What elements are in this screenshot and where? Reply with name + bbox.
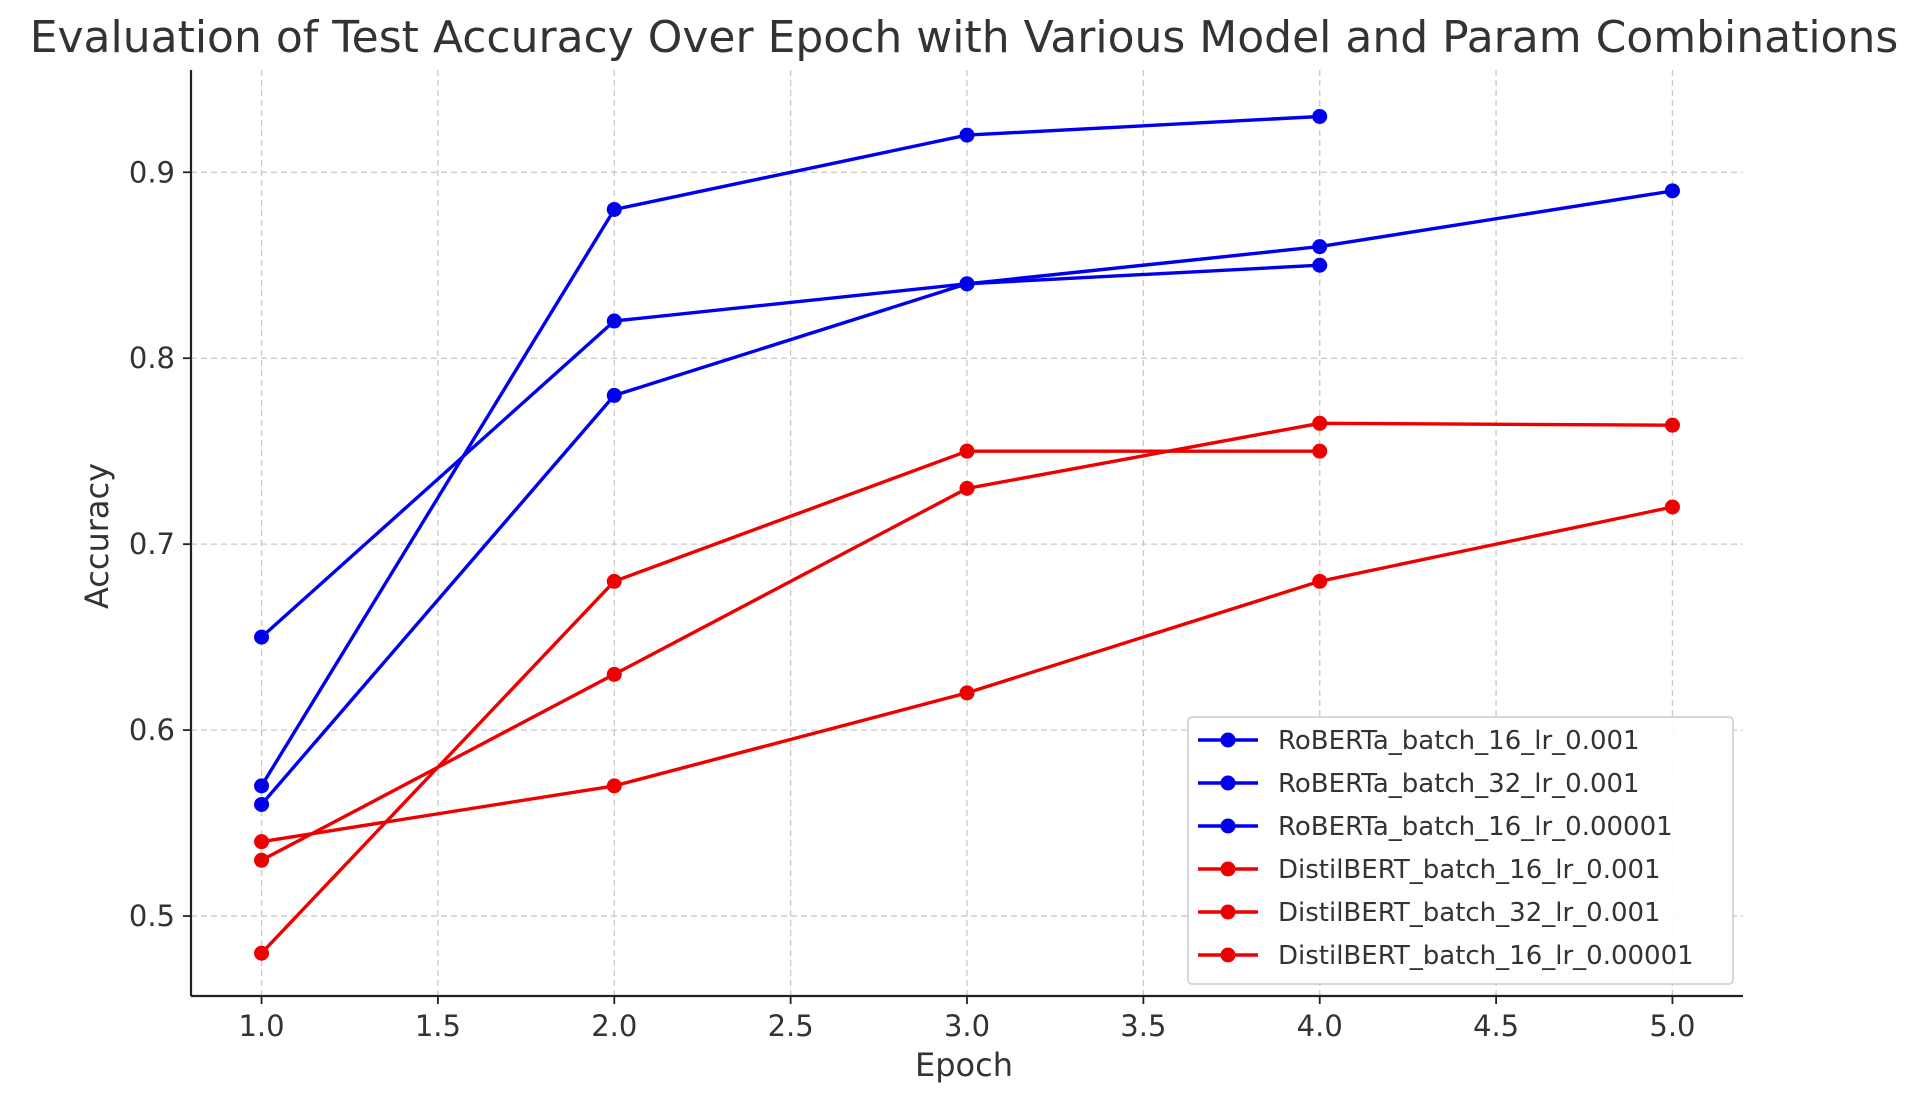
x-tick-label: 4.5: [1473, 1009, 1519, 1043]
legend-item: DistilBERT_batch_16_lr_0.001: [1198, 855, 1661, 885]
data-point: [254, 945, 270, 961]
legend-label: DistilBERT_batch_16_lr_0.00001: [1278, 941, 1694, 971]
series-1: [254, 108, 1328, 794]
data-point: [1664, 183, 1680, 199]
x-tick-label: 2.5: [768, 1009, 814, 1043]
x-tick-label: 2.0: [591, 1009, 637, 1043]
legend-swatch-marker: [1220, 775, 1236, 791]
axes: 1.0 1.5 2.0 2.5 3.0 3.5 4.0 4.5 5.0 0.5 0.6 0.7 0.8 0…: [129, 70, 1743, 1043]
data-point: [1312, 443, 1328, 459]
legend-swatch-marker: [1220, 818, 1236, 834]
x-tick-label: 1.0: [238, 1009, 284, 1043]
x-tick-label: 1.5: [415, 1009, 461, 1043]
chart-title: Evaluation of Test Accuracy Over Epoch w…: [30, 12, 1899, 63]
series-2: [254, 257, 1328, 812]
legend: RoBERTa_batch_16_lr_0.001 RoBERTa_batch_3…: [1187, 716, 1734, 985]
data-point: [959, 685, 975, 701]
y-tick-label: 0.9: [129, 155, 175, 189]
data-point: [254, 852, 270, 868]
data-point: [959, 443, 975, 459]
legend-label: RoBERTa_batch_32_lr_0.001: [1278, 769, 1640, 799]
x-tick-label: 4.0: [1297, 1009, 1343, 1043]
legend-item: RoBERTa_batch_16_lr_0.001: [1198, 726, 1640, 756]
data-point: [606, 666, 622, 682]
data-point: [1664, 499, 1680, 515]
legend-label: RoBERTa_batch_16_lr_0.001: [1278, 726, 1640, 756]
data-point: [606, 387, 622, 403]
data-point: [606, 573, 622, 589]
x-tick-label: 3.5: [1120, 1009, 1166, 1043]
series-layer: [254, 108, 1680, 961]
data-point: [1312, 573, 1328, 589]
legend-swatch-marker: [1220, 947, 1236, 963]
legend-label: DistilBERT_batch_16_lr_0.001: [1278, 855, 1661, 885]
legend-item: DistilBERT_batch_16_lr_0.00001: [1198, 941, 1694, 971]
x-axis-label: Epoch: [915, 1046, 1013, 1084]
y-tick-label: 0.7: [129, 527, 175, 561]
series-5: [254, 415, 1680, 868]
legend-swatch-marker: [1220, 732, 1236, 748]
data-point: [1312, 257, 1328, 273]
data-point: [254, 834, 270, 850]
data-point: [1664, 417, 1680, 433]
data-point: [1312, 239, 1328, 255]
y-axis-label: Accuracy: [78, 463, 116, 609]
data-point: [606, 778, 622, 794]
data-point: [959, 276, 975, 292]
data-point: [1312, 415, 1328, 431]
data-point: [254, 778, 270, 794]
data-point: [606, 201, 622, 217]
data-point: [959, 127, 975, 143]
legend-item: RoBERTa_batch_32_lr_0.001: [1198, 769, 1640, 799]
y-tick-label: 0.6: [129, 713, 175, 747]
x-tick-label: 3.0: [944, 1009, 990, 1043]
data-point: [1312, 108, 1328, 124]
legend-item: RoBERTa_batch_16_lr_0.00001: [1198, 812, 1673, 842]
legend-box: [1187, 716, 1734, 985]
data-point: [959, 480, 975, 496]
x-tick-label: 5.0: [1649, 1009, 1695, 1043]
series-line: [260, 114, 1320, 787]
series-line: [260, 263, 1320, 806]
legend-swatch-marker: [1220, 904, 1236, 920]
y-tick-label: 0.5: [129, 899, 175, 933]
data-point: [606, 313, 622, 329]
series-6: [254, 499, 1680, 850]
legend-swatch-marker: [1220, 861, 1236, 877]
series-3: [254, 183, 1680, 645]
legend-item: DistilBERT_batch_32_lr_0.001: [1198, 898, 1661, 928]
legend-label: DistilBERT_batch_32_lr_0.001: [1278, 898, 1661, 928]
legend-label: RoBERTa_batch_16_lr_0.00001: [1278, 812, 1673, 842]
y-tick-label: 0.8: [129, 341, 175, 375]
data-point: [254, 796, 270, 812]
data-point: [254, 629, 270, 645]
